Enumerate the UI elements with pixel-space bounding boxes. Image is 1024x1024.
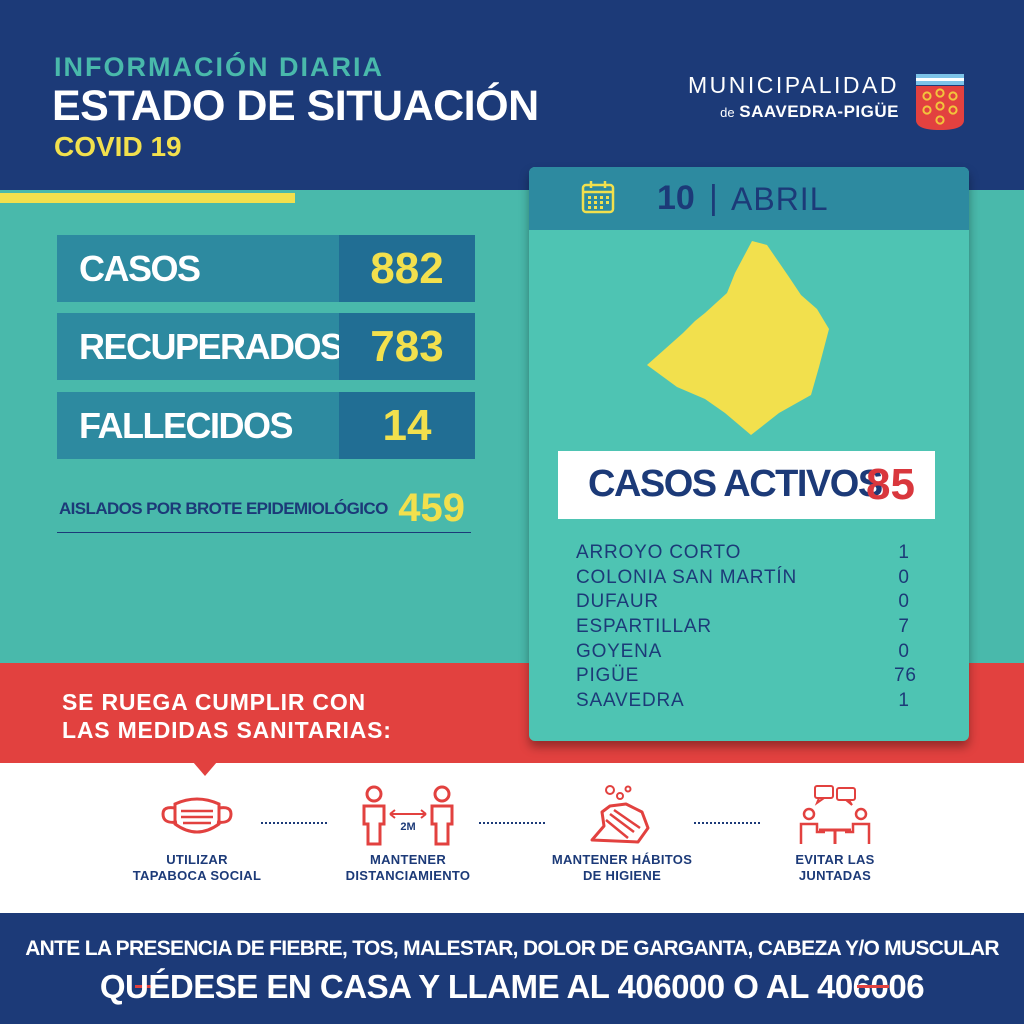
active-cases-value: 85 — [866, 460, 915, 509]
town-value: 0 — [898, 591, 910, 613]
municipality-name: SAAVEDRA-PIGÜE — [739, 102, 899, 121]
measure-gatherings: EVITAR LAS JUNTADAS — [735, 784, 935, 884]
town-value: 0 — [898, 640, 910, 662]
footer-call-to-action: QUÉDESE EN CASA Y LLAME AL 406000 O AL 4… — [99, 968, 925, 1005]
plea-line2: LAS MEDIDAS SANITARIAS: — [62, 717, 392, 743]
list-item: SAAVEDRA 1 — [576, 689, 914, 714]
list-item: ARROYO CORTO 1 — [576, 541, 914, 566]
town-name: ARROYO CORTO — [576, 542, 742, 563]
measure-line2: JUNTADAS — [798, 868, 872, 883]
municipality-logo-text: MUNICIPALIDAD de SAAVEDRA-PIGÜE — [688, 72, 899, 122]
stat-fallecidos: FALLECIDOS 14 — [57, 392, 475, 459]
stat-value: 14 — [339, 392, 475, 459]
measure-distance: 2M MANTENER DISTANCIAMIENTO — [308, 784, 508, 884]
calendar-icon — [581, 181, 615, 214]
footer-symptoms: ANTE LA PRESENCIA DE FIEBRE, TOS, MALEST… — [25, 937, 999, 960]
list-item: ESPARTILLAR 7 — [576, 615, 914, 640]
town-value: 1 — [898, 690, 910, 712]
town-value: 1 — [898, 542, 910, 563]
stat-value: 882 — [339, 235, 475, 302]
stat-aislados: AISLADOS POR BROTE EPIDEMIOLÓGICO 459 — [57, 485, 471, 533]
measure-line2: TAPABOCA SOCIAL — [132, 868, 262, 883]
list-item: DUFAUR 0 — [576, 590, 914, 615]
measure-line2: DE HIGIENE — [582, 868, 662, 883]
town-name: ESPARTILLAR — [576, 616, 712, 638]
plea-line1: SE RUEGA CUMPLIR CON — [62, 689, 366, 715]
list-item: COLONIA SAN MARTÍN 0 — [576, 566, 914, 591]
town-value: 76 — [894, 665, 917, 687]
footer-dash-left — [135, 985, 167, 988]
municipality-line1: MUNICIPALIDAD — [688, 72, 899, 98]
list-item: PIGÜE 76 — [576, 664, 917, 689]
town-name: SAAVEDRA — [576, 690, 685, 712]
stat-casos-totales: CASOS TOTALES 882 — [57, 235, 475, 356]
town-name: GOYENA — [576, 640, 663, 662]
plea-text: SE RUEGA CUMPLIR CON LAS MEDIDAS SANITAR… — [62, 688, 392, 744]
measure-line2: DISTANCIAMIENTO — [345, 868, 471, 883]
district-map-icon — [647, 241, 829, 435]
measure-line1: EVITAR LAS — [795, 852, 875, 867]
stat-label: CASOS TOTALES — [79, 248, 235, 356]
aislados-value: 459 — [398, 486, 465, 530]
footer-band — [0, 913, 1024, 1024]
town-name: DUFAUR — [576, 591, 659, 613]
footer-dash-right — [857, 985, 889, 988]
header-subtitle: COVID 19 — [54, 131, 182, 162]
callout-pointer — [193, 762, 217, 776]
stat-label: RECUPERADOS — [79, 326, 344, 367]
distance-badge: 2M — [400, 821, 415, 833]
towns-list: ARROYO CORTO 1 COLONIA SAN MARTÍN 0 DUFAUR… — [576, 541, 917, 714]
municipality-prefix: de — [720, 105, 735, 120]
date-day: 10 — [657, 179, 695, 217]
separator-dots — [479, 822, 545, 824]
town-name: COLONIA SAN MARTÍN — [576, 566, 797, 588]
measure-mask: UTILIZAR TAPABOCA SOCIAL — [97, 784, 297, 884]
face-mask-icon — [161, 797, 233, 834]
gathering-icon — [799, 785, 871, 844]
header-info: INFORMACIÓN DIARIA — [54, 52, 384, 82]
stat-recuperados: RECUPERADOS 783 — [57, 313, 475, 380]
stat-label: FALLECIDOS — [79, 405, 294, 446]
accent-line — [0, 193, 295, 203]
page-title: ESTADO DE SITUACIÓN — [52, 82, 539, 130]
active-cases-box: CASOS ACTIVOS 85 — [558, 451, 935, 519]
measure-line1: MANTENER HÁBITOS — [551, 852, 693, 867]
separator-dots — [694, 822, 760, 824]
municipal-crest-icon — [916, 74, 964, 130]
hand-washing-icon — [590, 785, 650, 844]
measure-line1: UTILIZAR — [166, 852, 228, 867]
aislados-label: AISLADOS POR BROTE EPIDEMIOLÓGICO — [59, 498, 388, 518]
date-month: ABRIL — [731, 181, 829, 217]
stat-value: 783 — [339, 313, 475, 380]
town-name: PIGÜE — [576, 665, 640, 687]
active-cases-card: 10 | ABRIL CASOS ACTIVOS 85 ARROYO CORTO… — [529, 167, 969, 741]
measure-line1: MANTENER — [369, 852, 447, 867]
social-distance-icon: 2M — [362, 785, 454, 846]
active-cases-label: CASOS ACTIVOS — [588, 463, 883, 505]
separator-dots — [261, 822, 327, 824]
measure-hygiene: MANTENER HÁBITOS DE HIGIENE — [522, 784, 722, 884]
town-value: 7 — [898, 616, 910, 638]
town-value: 0 — [898, 566, 910, 588]
list-item: GOYENA 0 — [576, 640, 914, 665]
date-separator: | — [709, 179, 718, 217]
header-band — [0, 0, 1024, 190]
